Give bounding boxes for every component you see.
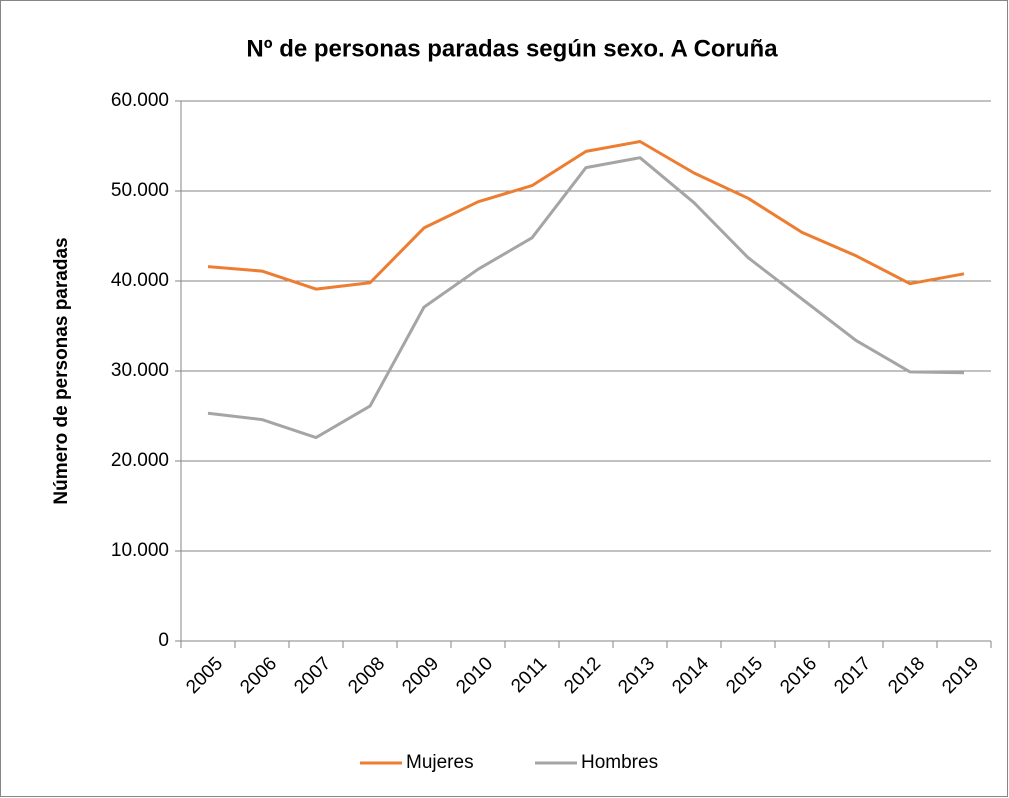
legend-label: Mujeres xyxy=(406,752,474,773)
line-series xyxy=(207,156,965,440)
y-tick-label: 60.000 xyxy=(111,90,169,111)
y-tick-label: 40.000 xyxy=(111,270,169,291)
y-tick-label: 10.000 xyxy=(111,540,169,561)
legend-label: Hombres xyxy=(581,752,658,773)
y-tick-label: 30.000 xyxy=(111,360,169,381)
line-series xyxy=(207,140,965,291)
chart-title: Nº de personas paradas según sexo. A Cor… xyxy=(246,35,778,62)
y-tick-label: 50.000 xyxy=(111,180,169,201)
y-tick-label: 0 xyxy=(158,630,169,651)
y-tick-label: 20.000 xyxy=(111,450,169,471)
y-axis-label: Número de personas paradas xyxy=(51,237,72,504)
